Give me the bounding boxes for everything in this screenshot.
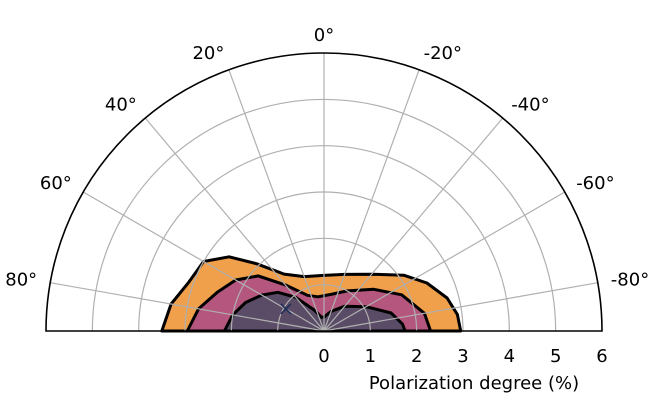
angular-grid-line bbox=[323, 282, 598, 332]
radial-tick-label: 0 bbox=[318, 346, 329, 367]
angular-grid-line bbox=[323, 69, 420, 332]
angular-grid-line bbox=[50, 282, 325, 332]
angular-grid-line bbox=[323, 117, 504, 332]
radial-tick-label: 3 bbox=[457, 346, 468, 367]
angular-tick-label: -40° bbox=[511, 94, 549, 115]
x-axis-label: Polarization degree (%) bbox=[369, 373, 579, 394]
angular-tick-label: 40° bbox=[105, 94, 137, 115]
angular-tick-label: 20° bbox=[192, 43, 224, 64]
grid-layer bbox=[45, 52, 603, 332]
angular-grid-line bbox=[323, 191, 566, 332]
marker-layer bbox=[280, 303, 292, 315]
angular-tick-label: 80° bbox=[5, 270, 37, 291]
radial-tick-label: 4 bbox=[504, 346, 515, 367]
plot-frame bbox=[45, 52, 603, 332]
radial-tick-label: 1 bbox=[365, 346, 376, 367]
radial-tick-label: 2 bbox=[411, 346, 422, 367]
angular-tick-label: -80° bbox=[611, 270, 649, 291]
label-layer: -80° -60° -40° -20° 0° 20° 40° 60° 80° 0 1 2 3 4 5 6 bbox=[5, 25, 649, 367]
best-fit-marker bbox=[280, 303, 292, 315]
angular-tick-label: 60° bbox=[40, 173, 72, 194]
angular-tick-label: -20° bbox=[424, 43, 462, 64]
angular-grid-line bbox=[228, 69, 325, 332]
angular-grid-line bbox=[144, 117, 325, 332]
radial-tick-label: 6 bbox=[596, 346, 607, 367]
radial-tick-label: 5 bbox=[550, 346, 561, 367]
angular-tick-label: 0° bbox=[314, 25, 334, 46]
angular-tick-label: -60° bbox=[576, 173, 614, 194]
